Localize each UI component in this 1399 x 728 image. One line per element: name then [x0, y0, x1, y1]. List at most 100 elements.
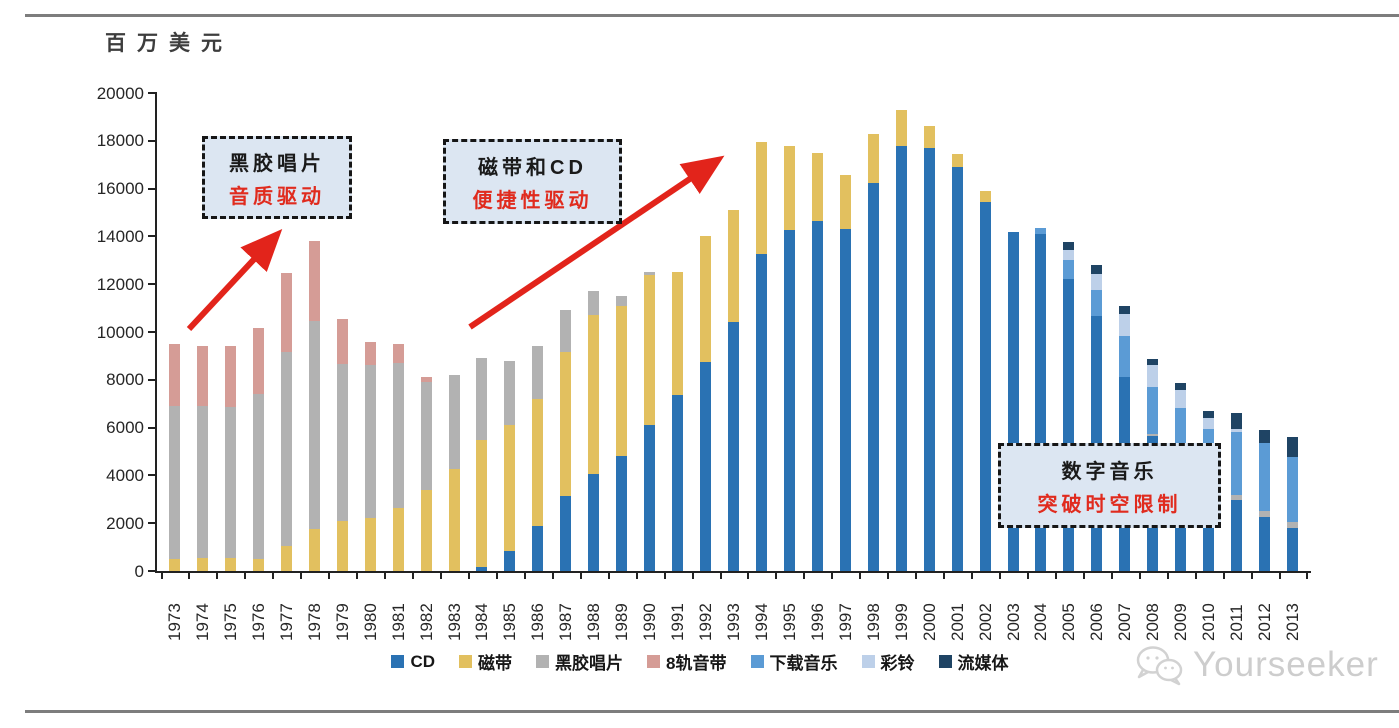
- annotation-vinyl-subtitle: 音质驱动: [229, 185, 325, 208]
- x-tick-label-1976: 1976: [248, 603, 268, 641]
- legend-item-cassette: 磁带: [459, 649, 512, 674]
- bar-2005-cd: [1063, 279, 1075, 571]
- bar-2002-cassette: [979, 190, 991, 202]
- bar-2010-streaming: [1203, 410, 1215, 419]
- legend: CD 磁带 黑胶唱片 8轨音带 下载音乐 彩铃 流媒体: [140, 649, 1260, 674]
- x-axis-tick: [803, 573, 806, 579]
- x-tick-label-1998: 1998: [863, 603, 883, 641]
- annotation-vinyl-title: 黑胶唱片: [229, 152, 325, 175]
- y-axis-tick: [148, 570, 155, 572]
- bar-1973-cassette: [169, 559, 180, 571]
- x-axis-tick: [859, 573, 862, 579]
- legend-item-ringtone: 彩铃: [861, 649, 915, 674]
- bar-1984-vinyl: [476, 358, 488, 440]
- bar-2009-ringtone: [1175, 389, 1187, 408]
- x-axis-tick: [495, 573, 498, 579]
- bar-1977-8track: [280, 273, 292, 353]
- x-axis-tick: [1194, 573, 1197, 579]
- bar-1998-cd: [867, 182, 879, 571]
- bar-1989-vinyl: [616, 296, 628, 306]
- x-axis-tick: [272, 573, 275, 579]
- x-axis-tick: [999, 573, 1002, 579]
- x-axis-tick: [747, 573, 750, 579]
- bar-2013-vinyl: [1287, 522, 1298, 528]
- bar-2001-cd: [951, 167, 963, 571]
- legend-item-vinyl: 黑胶唱片: [536, 649, 623, 674]
- legend-label-ringtone: 彩铃: [880, 654, 915, 673]
- y-axis-tick: [148, 426, 155, 429]
- bar-1997-cd: [839, 229, 851, 571]
- bar-1995-cassette: [783, 145, 795, 231]
- legend-swatch-cd: [391, 655, 405, 668]
- bar-2006-streaming: [1091, 264, 1103, 275]
- arrow-vinyl-era: [186, 229, 283, 332]
- x-tick-label-1991: 1991: [668, 603, 688, 641]
- bar-1999-cassette: [895, 109, 907, 146]
- bar-2012-download: [1259, 443, 1271, 512]
- x-tick-label-1988: 1988: [584, 603, 604, 641]
- x-tick-label-2004: 2004: [1031, 603, 1051, 641]
- bar-1978-cassette: [308, 529, 320, 571]
- x-axis-tick: [384, 573, 387, 579]
- bar-1974-cassette: [196, 557, 208, 571]
- x-tick-label-1992: 1992: [696, 603, 716, 641]
- bar-1990-vinyl: [644, 272, 656, 275]
- y-axis-tick: [148, 331, 155, 333]
- x-tick-label-1990: 1990: [640, 603, 660, 641]
- x-axis-tick: [663, 573, 666, 579]
- bar-2012-cd: [1259, 517, 1271, 571]
- bar-1989-cassette: [616, 305, 628, 457]
- x-axis-tick: [328, 573, 331, 579]
- x-axis-tick: [1222, 573, 1225, 579]
- legend-swatch-cassette: [459, 655, 473, 668]
- bar-1983-vinyl: [448, 375, 460, 470]
- x-tick-label-2007: 2007: [1115, 603, 1135, 641]
- bar-1988-cassette: [588, 315, 600, 475]
- y-tick-label: 18000: [96, 131, 144, 151]
- bar-1976-cassette: [252, 559, 264, 571]
- x-tick-label-2000: 2000: [919, 603, 939, 641]
- bar-1989-cd: [616, 456, 628, 571]
- bar-1991-cd: [672, 395, 684, 571]
- bar-1986-cd: [532, 525, 544, 571]
- bar-1996-cassette: [811, 152, 823, 221]
- x-tick-label-1974: 1974: [192, 603, 212, 641]
- bar-1980-8track: [364, 341, 376, 366]
- bar-1976-vinyl: [252, 394, 264, 560]
- bar-1986-vinyl: [532, 346, 544, 399]
- bar-2007-download: [1119, 335, 1131, 378]
- x-axis-tick: [467, 573, 470, 579]
- annotation-digital-title: 数字音乐: [1061, 460, 1158, 483]
- bar-1984-cassette: [476, 439, 488, 568]
- bar-1987-cassette: [560, 352, 572, 496]
- x-tick-label-1978: 1978: [304, 603, 324, 641]
- bar-1987-vinyl: [560, 310, 572, 353]
- x-axis-tick: [244, 573, 247, 579]
- y-tick-label: 14000: [96, 226, 144, 246]
- bar-1974-vinyl: [196, 406, 208, 558]
- bar-1977-cassette: [280, 545, 292, 571]
- y-axis-tick: [148, 139, 155, 142]
- x-axis-tick: [188, 573, 191, 579]
- bar-2008-vinyl: [1147, 434, 1159, 436]
- annotation-vinyl: 黑胶唱片 音质驱动: [202, 136, 352, 219]
- bar-2007-streaming: [1119, 305, 1131, 315]
- x-tick-label-2003: 2003: [1003, 603, 1023, 641]
- x-tick-label-2005: 2005: [1059, 603, 1079, 641]
- x-axis-tick: [1138, 573, 1141, 579]
- x-axis-tick: [719, 573, 722, 579]
- x-axis-tick: [943, 573, 946, 579]
- bar-2011-ringtone: [1231, 428, 1243, 433]
- bar-2011-download: [1231, 432, 1243, 495]
- legend-swatch-download: [750, 655, 764, 668]
- bar-1992-cassette: [700, 236, 712, 362]
- x-tick-label-1999: 1999: [891, 603, 911, 641]
- x-axis-tick: [440, 573, 443, 579]
- bar-2012-vinyl: [1259, 511, 1271, 518]
- legend-swatch-8track: [647, 655, 661, 668]
- y-axis-tick: [148, 283, 155, 286]
- bar-2010-ringtone: [1203, 418, 1215, 429]
- x-axis-tick: [300, 573, 303, 579]
- x-axis-tick: [1278, 573, 1281, 579]
